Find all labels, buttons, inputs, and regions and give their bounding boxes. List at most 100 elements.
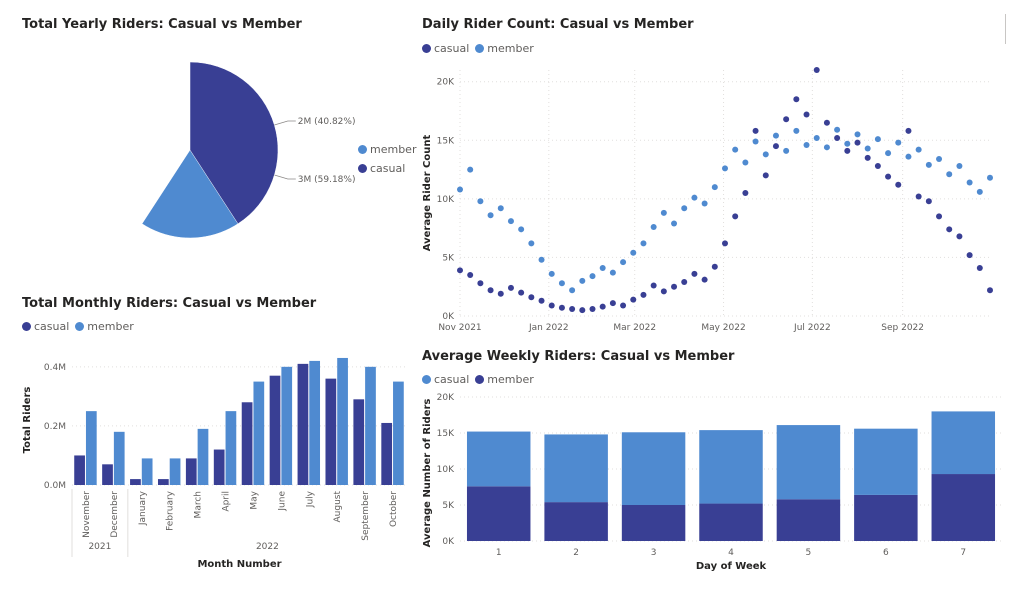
- bar-casual: [381, 422, 393, 485]
- scatter-point-member: [558, 280, 565, 287]
- scatter-point-member: [467, 166, 474, 173]
- member-legend-marker: [475, 375, 485, 384]
- scatter-point-member: [946, 171, 953, 178]
- scatter-point-member: [925, 161, 932, 168]
- scatter-point-member: [915, 146, 922, 153]
- casual-legend-marker: [422, 375, 431, 384]
- scatter-point-casual: [660, 288, 667, 295]
- scatter-point-casual: [569, 305, 576, 312]
- monthly-legend-member-label: member: [87, 320, 134, 333]
- pie-chart: 3M (59.18%) 2M (40.82%): [141, 61, 355, 239]
- scatter-point-member: [762, 151, 769, 158]
- bar-casual: [325, 378, 337, 485]
- bar-casual: [185, 458, 197, 485]
- x-tick-label: April: [222, 491, 232, 512]
- y-tick-label: 20K: [437, 78, 455, 88]
- scatter-point-casual: [936, 213, 943, 220]
- scatter-point-member: [660, 209, 667, 216]
- bar-casual: [241, 402, 253, 485]
- stacked-bar-member: [466, 431, 531, 487]
- scatter-legend-casual-label: casual: [434, 42, 470, 55]
- scatter-point-member: [987, 174, 993, 181]
- scatter-point-member: [528, 240, 535, 247]
- scatter-point-casual: [783, 116, 790, 123]
- scatter-point-member: [681, 205, 688, 212]
- scatter-point-member: [630, 249, 637, 256]
- scatter-point-casual: [793, 96, 800, 103]
- weekly-legend-member[interactable]: member: [475, 373, 534, 386]
- scatter-point-casual: [762, 172, 769, 179]
- scatter-point-member: [722, 165, 728, 172]
- scatter-point-member: [732, 146, 739, 153]
- scatter-point-casual: [885, 173, 892, 180]
- scatter-point-member: [538, 256, 545, 263]
- scatter-point-casual: [987, 287, 993, 294]
- y-axis-title: Average Rider Count: [422, 135, 433, 252]
- scatter-legend-member-label: member: [487, 42, 534, 55]
- scatter-point-member: [936, 156, 943, 163]
- y-axis-title: Average Number of Riders: [422, 399, 433, 548]
- pie-data-label-casual: 2M (40.82%): [298, 117, 356, 127]
- stacked-bar-casual: [931, 474, 996, 541]
- scatter-point-member: [711, 184, 718, 191]
- y-tick-label: 10K: [437, 465, 455, 475]
- scatter-chart-title: Daily Rider Count: Casual vs Member: [422, 17, 694, 32]
- scatter-point-casual: [528, 294, 535, 301]
- bar-casual: [353, 399, 365, 485]
- x-tick-label: March: [194, 491, 204, 518]
- bar-member: [365, 366, 376, 485]
- year-group-label: 2022: [256, 542, 279, 552]
- stacked-bar-member: [544, 434, 608, 503]
- stacked-bar-casual: [776, 499, 841, 541]
- scatter-point-casual: [691, 270, 698, 277]
- pie-chart-title: Total Yearly Riders: Casual vs Member: [22, 17, 302, 32]
- x-tick-label: May: [249, 490, 259, 509]
- scatter-point-casual: [895, 181, 902, 188]
- scatter-point-member: [976, 188, 983, 195]
- scatter-chart: 0K 5K 10K 15K 20K Nov 2021 Jan 2022 Mar 2022 May…: [422, 67, 993, 333]
- x-tick-label: Jul 2022: [793, 323, 831, 333]
- y-tick-label: 15K: [437, 136, 455, 146]
- scatter-point-member: [793, 127, 800, 134]
- stacked-bar-member: [854, 428, 918, 495]
- x-tick-label: 7: [960, 548, 966, 558]
- member-legend-marker: [475, 44, 485, 53]
- x-tick-label: 4: [728, 548, 734, 558]
- scatter-point-member: [823, 144, 830, 151]
- x-tick-label: November: [82, 491, 92, 538]
- bar-member: [225, 411, 237, 485]
- y-tick-label: 15K: [437, 429, 455, 439]
- scatter-point-member: [854, 131, 861, 138]
- monthly-chart-title: Total Monthly Riders: Casual vs Member: [22, 296, 317, 311]
- scatter-legend-casual[interactable]: casual: [422, 42, 469, 55]
- scatter-legend-member[interactable]: member: [475, 42, 534, 55]
- pie-legend-casual[interactable]: casual: [358, 159, 416, 178]
- y-tick-label: 0.4M: [44, 363, 66, 373]
- pie-legend-member[interactable]: member: [358, 140, 416, 159]
- scatter-point-casual: [742, 190, 749, 196]
- scatter-point-casual: [599, 303, 606, 310]
- scatter-point-casual: [813, 67, 820, 73]
- scatter-point-member: [457, 186, 463, 193]
- bar-casual: [297, 363, 309, 485]
- weekly-legend-casual[interactable]: casual: [422, 373, 469, 386]
- scatter-point-casual: [722, 240, 728, 247]
- x-tick-label: 5: [806, 548, 812, 558]
- scatter-point-member: [864, 145, 871, 152]
- scatter-point-casual: [925, 198, 932, 205]
- monthly-legend-member[interactable]: member: [75, 320, 134, 333]
- member-legend-marker: [75, 322, 85, 331]
- scatter-point-member: [742, 159, 749, 166]
- monthly-legend-casual[interactable]: casual: [22, 320, 69, 333]
- y-tick-label: 5K: [442, 501, 455, 511]
- scatter-point-member: [579, 277, 586, 284]
- scatter-point-member: [813, 134, 820, 141]
- x-axis-title: Day of Week: [696, 561, 767, 572]
- x-axis-title: Month Number: [197, 559, 281, 570]
- scatter-point-casual: [844, 147, 851, 154]
- scatter-point-member: [752, 138, 759, 145]
- scatter-point-casual: [620, 302, 627, 309]
- stacked-bar-member: [776, 425, 841, 500]
- member-legend-marker: [358, 145, 367, 154]
- weekly-legend-member-label: member: [487, 373, 534, 386]
